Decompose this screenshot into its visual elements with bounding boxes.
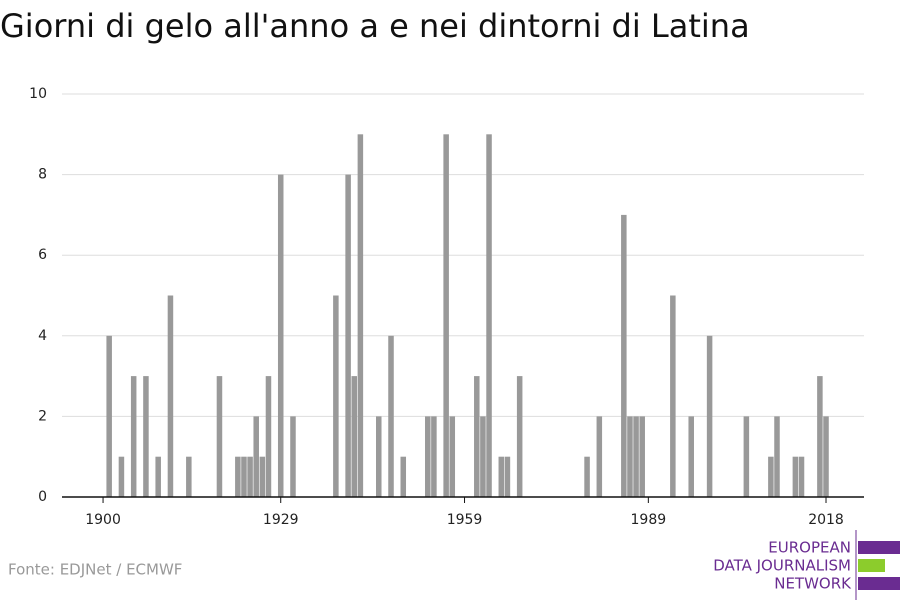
x-tick-label: 1959 <box>447 512 483 528</box>
bar <box>106 335 112 497</box>
bar <box>516 376 523 497</box>
bar <box>486 134 492 498</box>
bar <box>480 416 486 497</box>
bar <box>627 416 633 497</box>
bar <box>823 416 829 497</box>
bar <box>253 416 259 497</box>
x-tick-label: 1989 <box>631 512 667 528</box>
bar <box>143 376 149 497</box>
y-tick-label: 10 <box>29 86 47 102</box>
bar <box>768 456 774 497</box>
bar <box>621 214 627 497</box>
x-tick-label: 2018 <box>808 512 844 528</box>
bar <box>235 456 241 497</box>
y-tick-label: 4 <box>38 328 47 344</box>
x-tick-label: 1929 <box>263 512 299 528</box>
bar <box>259 456 266 497</box>
bar <box>247 456 253 497</box>
bar <box>277 174 284 497</box>
bar <box>130 376 137 497</box>
y-tick-label: 0 <box>38 489 47 505</box>
logo-bar <box>858 577 900 590</box>
bar <box>400 456 407 497</box>
bar <box>186 456 192 497</box>
bar <box>118 456 125 497</box>
bar <box>388 335 394 497</box>
bar <box>743 416 750 497</box>
y-tick-label: 8 <box>38 167 47 183</box>
chart-title: Giorni di gelo all'anno a e nei dintorni… <box>0 7 750 45</box>
source: Fonte: EDJNet / ECMWF <box>8 561 182 579</box>
bar <box>345 174 351 497</box>
bar <box>817 376 823 497</box>
logo-text: NETWORK <box>774 575 852 593</box>
bar <box>706 335 713 497</box>
bar <box>670 295 676 497</box>
bar <box>431 416 437 497</box>
bar <box>375 416 382 497</box>
logo-text: EUROPEAN <box>768 539 851 557</box>
bar <box>449 416 456 497</box>
logo: EUROPEAN DATA JOURNALISM NETWORK <box>713 530 900 600</box>
bar <box>584 456 590 497</box>
y-tick-label: 6 <box>38 247 47 263</box>
bar <box>265 376 272 497</box>
bar <box>216 376 223 497</box>
bar <box>633 416 639 497</box>
bar <box>688 416 694 497</box>
x-tick-label: 1900 <box>85 512 121 528</box>
logo-bar <box>858 559 885 572</box>
bar <box>425 416 431 497</box>
bar <box>498 456 505 497</box>
bar <box>290 416 296 497</box>
y-tick-label: 2 <box>38 408 47 424</box>
bar <box>596 416 603 497</box>
bar <box>241 456 247 497</box>
bar <box>351 376 358 497</box>
bar <box>504 456 511 497</box>
bar <box>443 134 449 498</box>
bar <box>167 295 174 497</box>
bar <box>798 456 805 497</box>
bar <box>333 295 339 497</box>
bar <box>639 416 645 497</box>
bar <box>155 456 161 497</box>
bar <box>774 416 780 497</box>
bar <box>792 456 799 497</box>
logo-bar <box>858 541 900 554</box>
bar <box>357 134 364 498</box>
bar <box>474 376 480 497</box>
logo-text: DATA JOURNALISM <box>713 557 851 575</box>
